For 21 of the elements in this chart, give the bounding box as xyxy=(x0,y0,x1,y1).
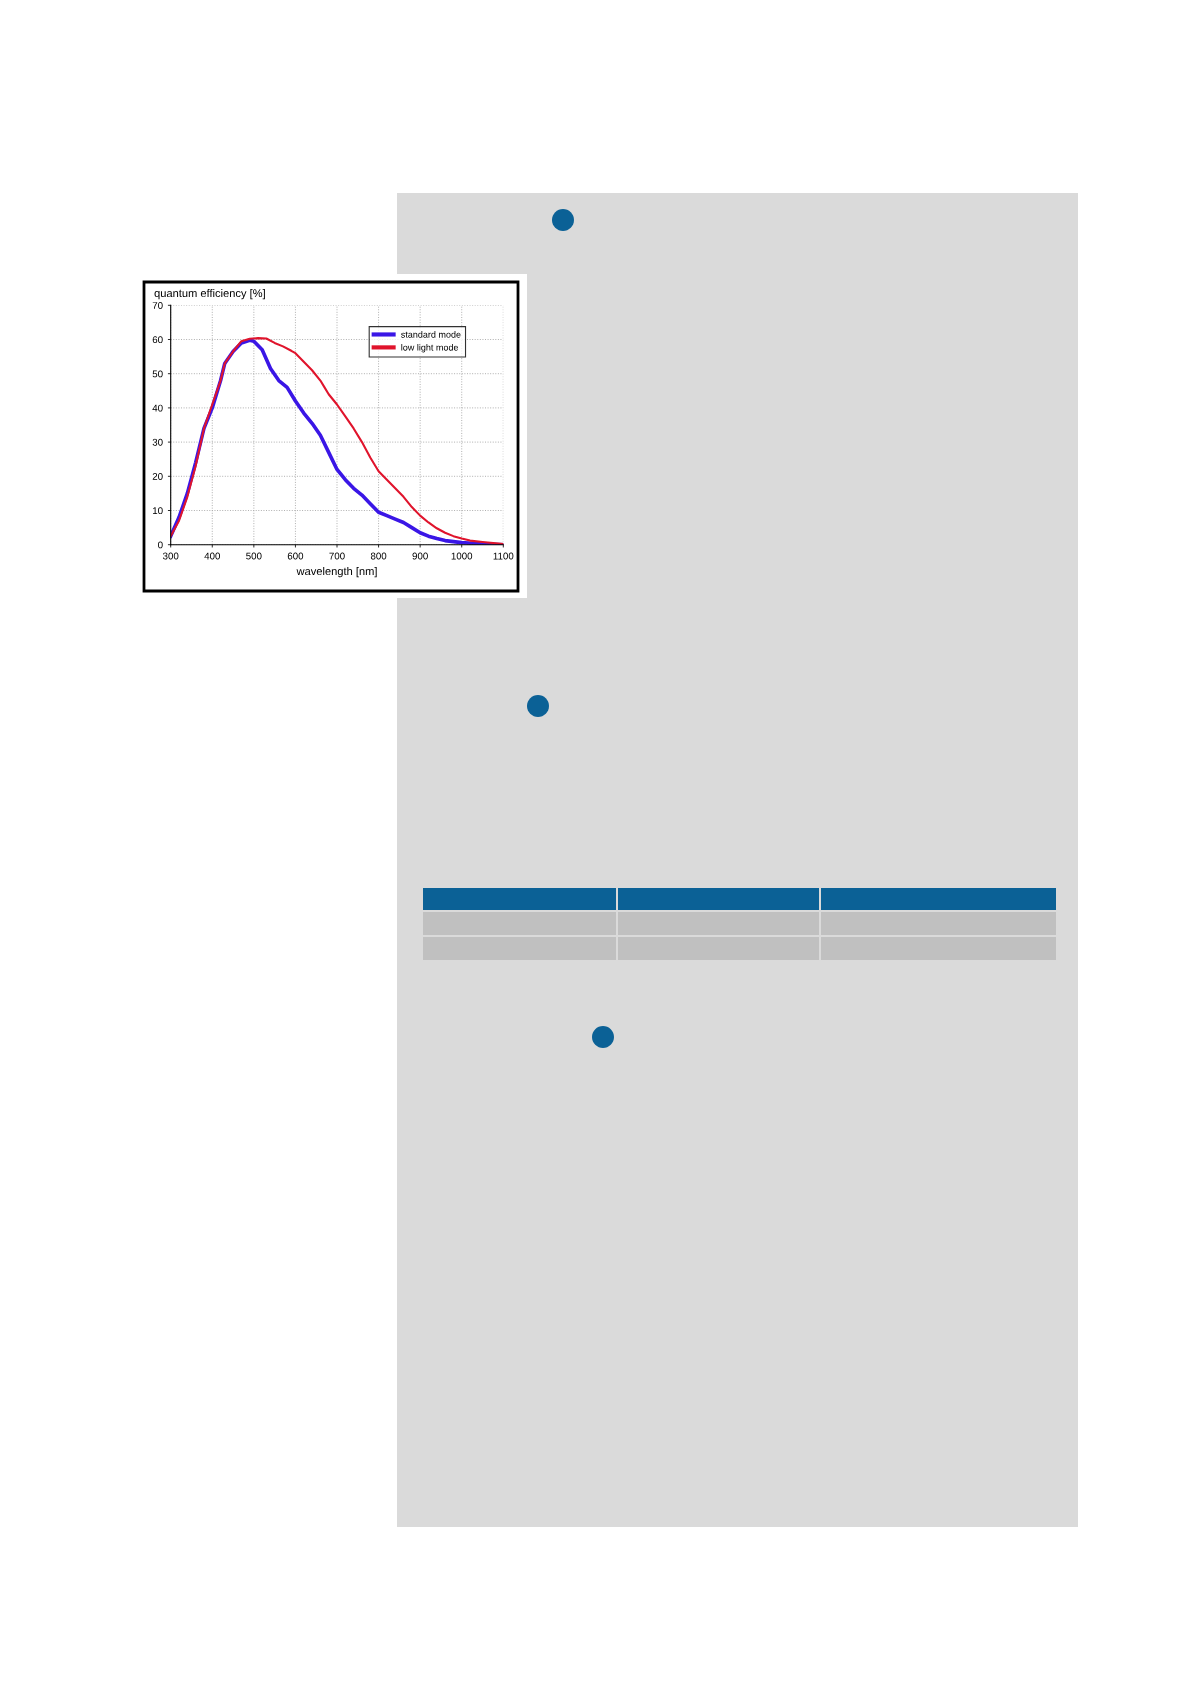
legend-label: low light mode xyxy=(401,344,459,353)
y-tick-label: 50 xyxy=(152,370,163,378)
x-tick-label: 500 xyxy=(246,552,262,560)
y-tick-label: 40 xyxy=(152,404,163,412)
x-axis-title: wavelength [nm] xyxy=(296,566,377,578)
y-tick-label: 0 xyxy=(158,541,163,549)
y-tick-label: 60 xyxy=(152,336,163,344)
x-tick-label: 400 xyxy=(204,552,221,560)
y-axis-title: quantum efficiency [%] xyxy=(154,288,265,300)
x-tick-label: 1100 xyxy=(493,552,514,560)
x-tick-label: 700 xyxy=(329,552,345,560)
x-tick-label: 1000 xyxy=(451,552,473,560)
x-tick-label: 900 xyxy=(412,552,428,560)
x-tick-label: 800 xyxy=(370,552,387,560)
y-tick-label: 10 xyxy=(152,507,163,515)
y-tick-label: 70 xyxy=(152,302,163,309)
y-tick-label: 30 xyxy=(152,438,163,446)
y-tick-label: 20 xyxy=(152,473,163,480)
legend-label: standard mode xyxy=(401,331,461,338)
x-tick-label: 300 xyxy=(162,552,179,560)
x-tick-label: 600 xyxy=(287,552,304,560)
